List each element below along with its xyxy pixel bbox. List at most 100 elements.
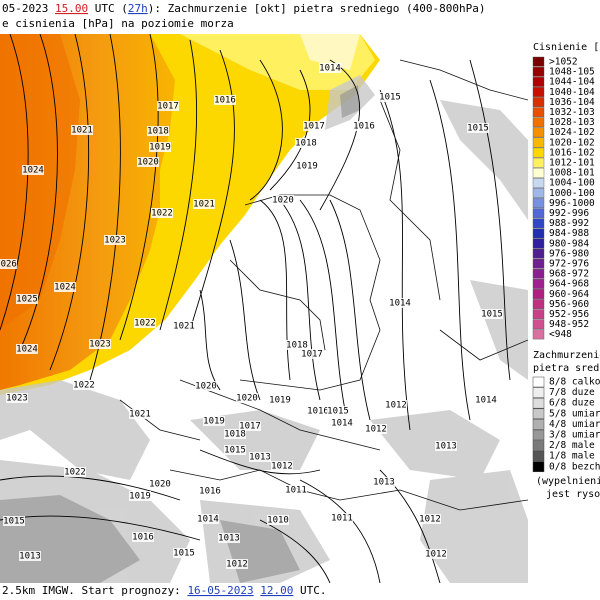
text-part: ): Zachmurzenie [okt] pietra sredniego (…	[148, 2, 486, 15]
label-bg	[203, 416, 225, 426]
label-bg	[239, 421, 261, 431]
legend-swatch	[532, 177, 545, 188]
isobar-label: 1023	[89, 340, 111, 350]
legend-swatch	[532, 289, 545, 299]
legend-entry: 988-992	[549, 218, 589, 229]
isobar-label: 1023	[6, 394, 28, 404]
legend-entry: 972-976	[549, 259, 589, 270]
legend-swatch	[532, 66, 545, 77]
legend-entry: 7/8 duze	[549, 387, 595, 398]
header-line-2: e cisnienia [hPa] na poziomie morza	[2, 17, 234, 30]
isobar-label: 1017	[303, 122, 325, 132]
legend-swatch	[532, 198, 545, 208]
legend-note: jest rysowe	[546, 489, 600, 500]
label-bg	[3, 516, 25, 526]
borders	[119, 59, 528, 511]
label-bg	[327, 406, 349, 416]
isobar-label: 1014	[319, 64, 341, 74]
text-part: 12.00	[260, 584, 293, 597]
label-bg	[16, 344, 38, 354]
legend-swatch	[532, 258, 545, 269]
legend-entry: 1008-101	[549, 168, 595, 179]
label-bg	[16, 294, 38, 304]
legend-entry: 2/8 male	[549, 440, 595, 451]
label-bg	[379, 92, 401, 102]
isobar-label: 1022	[73, 381, 95, 391]
legend-swatch	[532, 188, 545, 198]
legend-swatch	[532, 238, 545, 249]
legend-entry: 1048-105	[549, 67, 595, 78]
isobar-label: 1012	[226, 560, 248, 570]
legend-entry: <948	[549, 329, 572, 340]
legend-swatch	[532, 397, 545, 409]
isobar-label: 1018	[286, 341, 308, 351]
text-part: 15.00	[55, 2, 88, 15]
isobar-label: 1011	[285, 486, 307, 496]
isobar-label: 1024	[22, 166, 44, 176]
legend-swatch	[532, 376, 545, 388]
isobar-label: 1012	[365, 425, 387, 435]
label-bg	[214, 95, 236, 105]
isobars	[0, 34, 511, 583]
label-bg	[89, 339, 111, 349]
isobar-label: 1025	[16, 295, 38, 305]
isobar-label: 1015	[379, 93, 401, 103]
header-line-1: 05-2023 15.00 UTC (27h): Zachmurzenie [o…	[2, 2, 486, 15]
legend-swatch	[532, 279, 545, 289]
legend-entry: 5/8 umiar	[549, 408, 600, 419]
isobar-label: 1018	[224, 430, 246, 440]
text-part: 05-2023	[2, 2, 55, 15]
legend-swatch	[532, 117, 545, 128]
isobar-label: 1015	[481, 310, 503, 320]
label-bg	[132, 532, 154, 542]
label-bg	[481, 309, 503, 319]
label-bg	[129, 409, 151, 419]
label-bg	[267, 515, 289, 525]
isobar-label: 1014	[197, 515, 219, 525]
label-bg	[285, 485, 307, 495]
legend-swatch	[532, 147, 545, 158]
label-bg	[71, 125, 93, 135]
isobar-label: 1013	[435, 442, 457, 452]
label-bg	[467, 123, 489, 133]
label-bg	[0, 259, 17, 269]
label-bg	[236, 393, 258, 403]
label-bg	[73, 380, 95, 390]
legend-swatch	[532, 248, 545, 259]
legend-swatch	[532, 429, 545, 441]
label-bg	[199, 486, 221, 496]
legend-entry: 1036-104	[549, 97, 595, 108]
legend-entry: 3/8 umiar	[549, 430, 600, 441]
isobar-label: 1020	[236, 394, 258, 404]
text-part: 27h	[128, 2, 148, 15]
legend-swatch	[532, 329, 545, 340]
legend-swatch	[532, 127, 545, 138]
legend-swatch	[532, 167, 545, 178]
isobar-label: 1019	[296, 162, 318, 172]
isobar-label: 1020	[272, 196, 294, 206]
legend-swatch	[532, 461, 545, 473]
legend-entry: 1024-102	[549, 127, 595, 138]
isobar-label: 1013	[218, 534, 240, 544]
isobar-label: 1018	[147, 127, 169, 137]
isobar-label: 1017	[157, 102, 179, 112]
legend-entry: 992-996	[549, 208, 589, 219]
isobar-label: 1017	[301, 350, 323, 360]
isobar-label: 1011	[331, 514, 353, 524]
text-part: UTC.	[293, 584, 326, 597]
isobar-label: 1015	[3, 517, 25, 527]
legend-swatch	[532, 218, 545, 229]
text-part: 2.5km IMGW. Start prognozy:	[2, 584, 187, 597]
label-bg	[249, 452, 271, 462]
label-bg	[286, 340, 308, 350]
label-bg	[385, 400, 407, 410]
isobar-label: 1020	[195, 382, 217, 392]
label-bg	[353, 121, 375, 131]
legend-note: (wypelnieni	[536, 476, 600, 487]
text-part: UTC (	[88, 2, 128, 15]
isobar-label: 1023	[104, 236, 126, 246]
legend-swatch	[532, 309, 545, 320]
label-bg	[226, 559, 248, 569]
legend-entry: 960-964	[549, 289, 589, 300]
